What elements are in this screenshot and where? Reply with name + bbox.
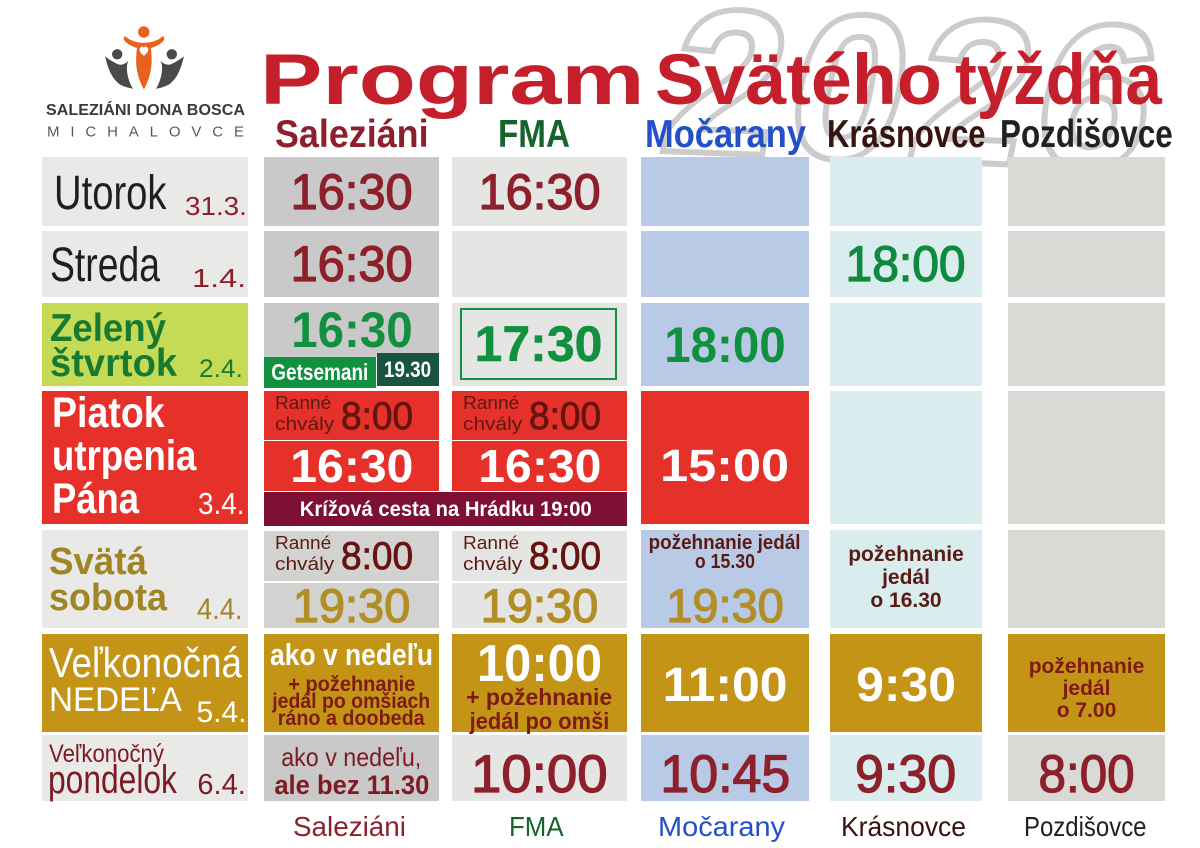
svg-text:SALEZIÁNI DONA BOSCA: SALEZIÁNI DONA BOSCA [46,102,245,119]
svg-text:MICHALOVCE: MICHALOVCE [47,124,244,141]
